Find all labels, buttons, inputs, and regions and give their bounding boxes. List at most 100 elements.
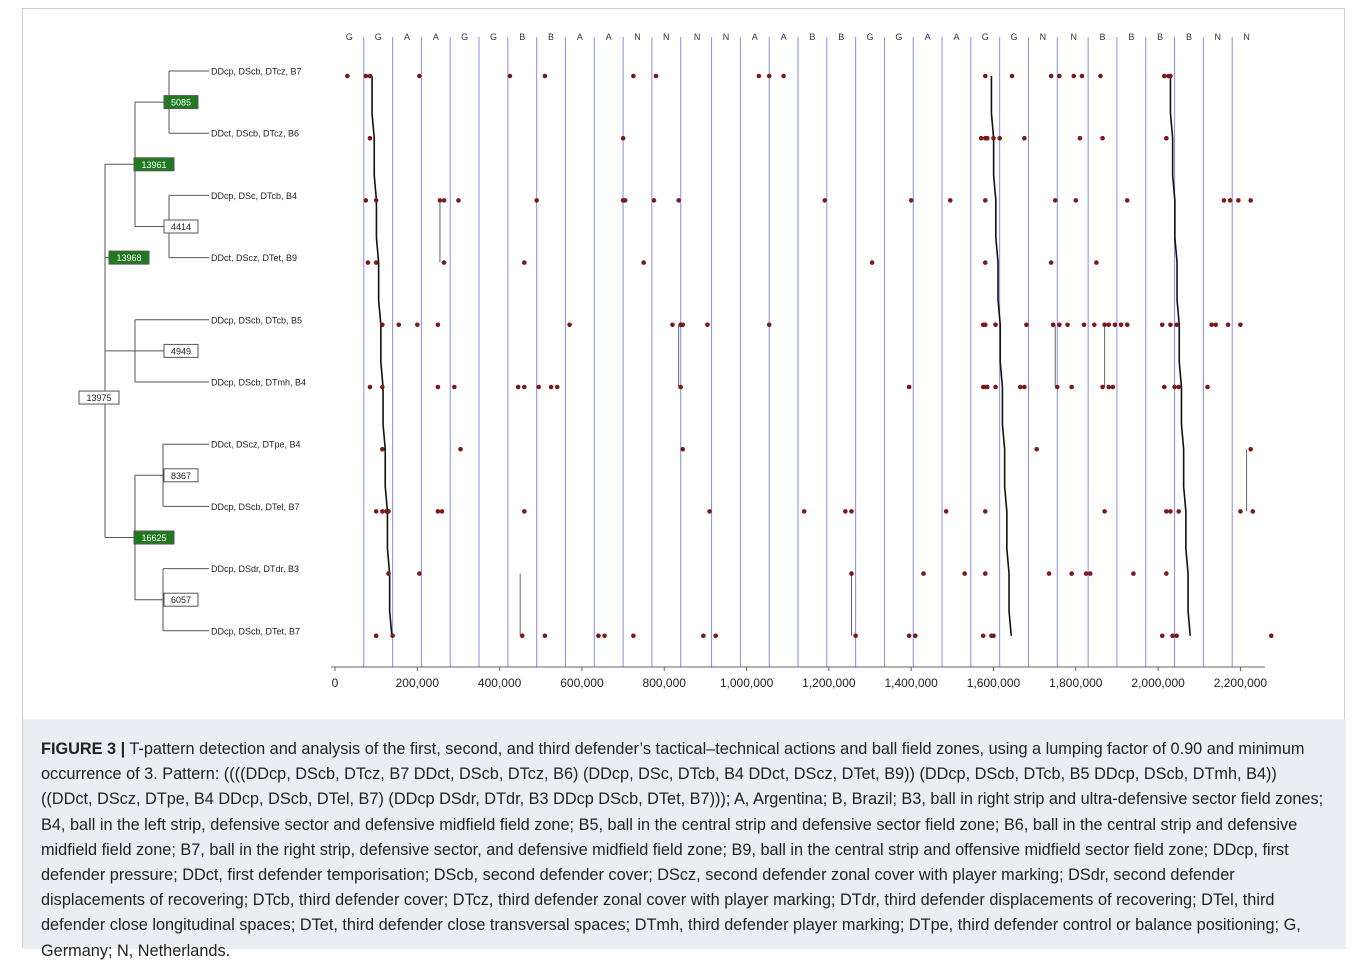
occurrence-point (1168, 322, 1173, 328)
tree-leaf-label: DDcp, DScb, DTcz, B7 (211, 67, 302, 77)
match-letter: A (752, 32, 758, 42)
occurrence-point (991, 135, 996, 141)
occurrence-point (1069, 384, 1074, 390)
occurrence-point (441, 260, 447, 265)
occurrence-point (1087, 571, 1093, 576)
pattern-connector (990, 76, 1013, 636)
occurrence-point (1071, 73, 1077, 79)
occurrence-point (766, 322, 772, 328)
occurrence-point (670, 322, 675, 328)
match-letter: N (723, 32, 730, 42)
x-tick-label: 1,200,000 (802, 676, 856, 690)
tree-node-label: 13968 (116, 253, 141, 263)
occurrence-point (869, 260, 875, 265)
occurrence-point (1161, 384, 1167, 390)
occurrence-point (1024, 322, 1029, 328)
occurrence-point (1081, 322, 1087, 328)
occurrence-point (1238, 509, 1243, 514)
match-letter: G (867, 32, 874, 42)
match-letter: G (982, 32, 989, 42)
chart-svg: DDcp, DScb, DTcz, B7 DDct, DScb, DTcz, B6… (78, 32, 1274, 690)
x-axis: 0 200,000 400,000 600,000 800,000 1,000,000 1,… (331, 666, 1267, 690)
match-letter: B (838, 32, 844, 42)
caption-box: FIGURE 3 | T-pattern detection and analy… (23, 719, 1346, 960)
occurrence-point (1050, 322, 1056, 328)
occurrence-point (515, 384, 521, 390)
tree-node-label: 4414 (171, 222, 191, 232)
match-letter: N (694, 32, 701, 42)
occurrence-point (567, 322, 572, 328)
occurrence-point (680, 446, 686, 452)
occurrence-point (435, 509, 441, 514)
occurrence-point (363, 198, 369, 203)
occurrence-point (1248, 446, 1254, 452)
x-tick-label: 1,400,000 (884, 676, 938, 690)
occurrence-point (1054, 384, 1060, 390)
occurrence-point (641, 260, 646, 265)
occurrence-point (801, 509, 807, 514)
match-letter: N (634, 32, 641, 42)
occurrence-point (1174, 322, 1179, 328)
occurrence-point (1172, 384, 1177, 390)
dendrogram: DDcp, DScb, DTcz, B7 DDct, DScb, DTcz, B6… (78, 67, 306, 636)
occurrence-point (548, 384, 554, 390)
occurrence-point (1221, 198, 1227, 203)
occurrence-point (713, 633, 718, 639)
occurrence-point (631, 633, 636, 639)
occurrence-point (1236, 198, 1241, 203)
occurrence-point (1009, 73, 1015, 79)
match-letter: G (1011, 32, 1018, 42)
occurrence-point (519, 633, 525, 639)
occurrence-points (345, 73, 1274, 639)
occurrence-point (982, 571, 988, 576)
tree-node-label: 8367 (171, 471, 191, 481)
occurrence-point (452, 384, 457, 390)
occurrence-point (705, 322, 710, 328)
occurrence-point (1057, 73, 1062, 79)
occurrence-point (386, 509, 391, 514)
match-letter: B (519, 32, 525, 42)
occurrence-point (1077, 135, 1083, 141)
occurrence-point (980, 633, 986, 639)
occurrence-point (678, 384, 684, 390)
occurrence-point (1106, 384, 1112, 390)
occurrence-point (912, 633, 918, 639)
pattern-connector (371, 76, 393, 636)
match-letter: G (375, 32, 382, 42)
occurrence-point (386, 571, 391, 576)
occurrence-point (1094, 260, 1099, 265)
occurrence-point (781, 73, 786, 79)
occurrence-point (1052, 198, 1058, 203)
occurrence-point (522, 260, 527, 265)
occurrence-point (1168, 73, 1173, 79)
match-letter: N (1070, 32, 1077, 42)
occurrence-point (1048, 260, 1054, 265)
occurrence-point (345, 73, 350, 79)
occurrence-point (982, 322, 988, 328)
occurrence-point (1073, 198, 1079, 203)
occurrence-point (458, 446, 463, 452)
x-tick-label: 1,800,000 (1049, 676, 1103, 690)
occurrence-point (507, 73, 513, 79)
occurrence-point (1069, 571, 1074, 576)
occurrence-point (1079, 73, 1085, 79)
occurrence-point (367, 73, 373, 79)
tree-leaf-label: DDct, DScb, DTcz, B6 (211, 129, 299, 139)
match-letter: A (433, 32, 439, 42)
occurrence-point (542, 73, 548, 79)
occurrence-point (380, 509, 385, 514)
occurrence-point (363, 73, 369, 79)
occurrence-point (1022, 135, 1027, 141)
occurrence-point (542, 633, 548, 639)
occurrence-point (1048, 73, 1054, 79)
caption-text: T-pattern detection and analysis of the … (41, 740, 1324, 960)
occurrence-point (435, 384, 441, 390)
figure-frame: DDcp, DScb, DTcz, B7 DDct, DScb, DTcz, B6… (22, 8, 1346, 960)
occurrence-point (908, 198, 914, 203)
occurrence-point (1124, 198, 1130, 203)
occurrence-point (396, 322, 402, 328)
match-letter: G (490, 32, 497, 42)
match-letter: N (1243, 32, 1250, 42)
occurrence-point (1176, 384, 1181, 390)
